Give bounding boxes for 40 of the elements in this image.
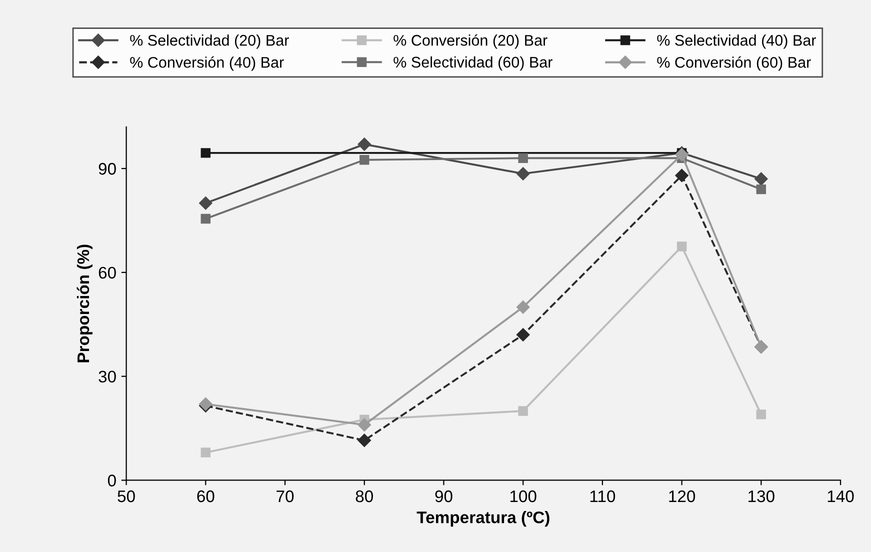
y-axis-title: Proporción (%)	[76, 244, 92, 362]
point	[675, 168, 688, 182]
point	[754, 172, 768, 186]
legend-label: % Selectividad (40) Bar	[657, 34, 816, 49]
legend-label: % Conversión (60) Bar	[657, 56, 811, 71]
point	[200, 148, 211, 158]
x-tick-label: 60	[197, 490, 214, 502]
x-tick-label: 80	[356, 490, 373, 502]
point	[358, 434, 371, 447]
x-tick-label: 90	[435, 490, 452, 502]
x-tick-label: 140	[828, 490, 854, 502]
point	[200, 214, 211, 224]
x-tick-label: 70	[276, 490, 294, 502]
legend-label: % Conversión (40) Bar	[130, 56, 284, 71]
legend-label: % Conversión (20) Bar	[394, 34, 548, 49]
y-tick-label: 90	[98, 162, 116, 175]
point	[516, 328, 530, 342]
point	[516, 167, 530, 180]
x-tick-label: 120	[669, 490, 696, 502]
point	[360, 155, 370, 165]
legend-label: % Selectividad (60) Bar	[394, 56, 552, 71]
x-tick-label: 130	[748, 490, 774, 502]
x-tick-label: 110	[590, 490, 616, 502]
point	[756, 184, 766, 194]
point	[518, 153, 528, 163]
point	[756, 410, 766, 420]
point	[199, 196, 212, 210]
y-tick-label: 0	[108, 474, 116, 486]
x-axis-title: Temperatura (ºC)	[416, 511, 550, 527]
x-tick-label: 50	[118, 490, 135, 502]
y-tick-label: 30	[98, 370, 116, 383]
point	[358, 138, 371, 151]
point	[516, 300, 530, 314]
point	[676, 242, 687, 252]
x-tick-label: 100	[510, 490, 536, 502]
point	[200, 448, 211, 458]
point	[358, 418, 371, 432]
legend-label: % Selectividad (20) Bar	[130, 34, 289, 49]
y-tick-label: 60	[98, 266, 116, 279]
point	[518, 406, 528, 416]
